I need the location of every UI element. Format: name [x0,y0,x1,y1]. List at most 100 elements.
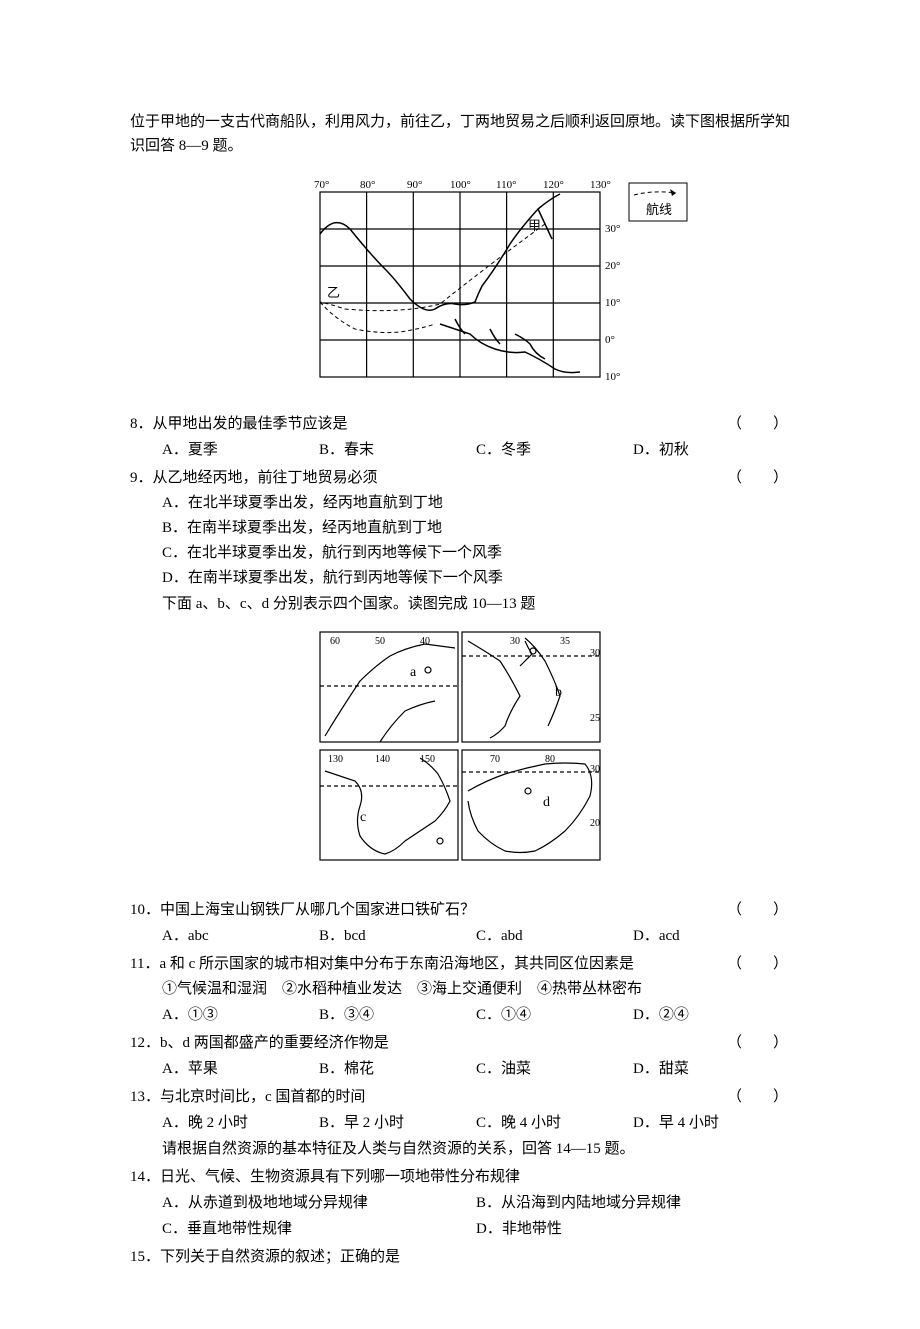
q14-opt-d[interactable]: D．非地带性 [476,1217,790,1241]
q10-opt-d[interactable]: D．acd [633,924,790,948]
q12-text: b、d 两国都盛产的重要经济作物是 [160,1035,389,1051]
q11-options: A．①③ B．③④ C．①④ D．②④ [130,1003,790,1027]
svg-text:35: 35 [560,636,570,647]
svg-text:110°: 110° [496,179,517,191]
svg-text:20: 20 [590,818,600,829]
question-13: 13． 与北京时间比，c 国首都的时间 （ ） [130,1085,790,1109]
q11-text: a 和 c 所示国家的城市相对集中分布于东南沿海地区，其共同区位因素是 [159,956,634,972]
q14-options-row2: C．垂直地带性规律 D．非地带性 [130,1217,790,1241]
q11-bracket: （ ） [727,952,796,976]
svg-text:130: 130 [328,754,343,765]
q11-number: 11． [130,952,159,976]
q11-factors: ①气候温和湿润 ②水稻种植业发达 ③海上交通便利 ④热带丛林密布 [130,977,790,1001]
intro-8-9: 位于甲地的一支古代商船队，利用风力，前往乙，丁两地贸易之后顺利返回原地。读下图根… [130,110,790,158]
q14-opt-b[interactable]: B．从沿海到内陆地域分异规律 [476,1191,790,1215]
q8-number: 8． [130,412,153,436]
map-1-legend: 航线 [628,182,688,222]
q11-opt-d[interactable]: D．②④ [633,1003,790,1027]
svg-text:乙: 乙 [327,285,340,300]
q15-text: 下列关于自然资源的叙述；正确的是 [160,1249,400,1265]
question-12: 12． b、d 两国都盛产的重要经济作物是 （ ） [130,1031,790,1055]
svg-text:25: 25 [590,713,600,724]
q8-options: A．夏季 B．春末 C．冬季 D．初秋 [130,438,790,462]
q12-opt-c[interactable]: C．油菜 [476,1057,633,1081]
q9-opt-d[interactable]: D．在南半球夏季出发，航行到丙地等候下一个风季 [130,566,790,590]
question-10: 10． 中国上海宝山钢铁厂从哪几个国家进口铁矿石？ （ ） [130,898,790,922]
svg-text:0°: 0° [605,334,615,346]
q9-opt-b[interactable]: B．在南半球夏季出发，经丙地直航到丁地 [130,516,790,540]
q11-opt-b[interactable]: B．③④ [319,1003,476,1027]
q13-text: 与北京时间比，c 国首都的时间 [160,1089,365,1105]
q12-bracket: （ ） [727,1031,796,1055]
q10-opt-b[interactable]: B．bcd [319,924,476,948]
svg-text:30: 30 [590,648,600,659]
q8-opt-b[interactable]: B．春末 [319,438,476,462]
svg-text:90°: 90° [407,179,422,191]
q13-options: A．晚 2 小时 B．早 2 小时 C．晚 4 小时 D．早 4 小时 [130,1111,790,1135]
q14-text: 日光、气候、生物资源具有下列哪一项地带性分布规律 [160,1169,520,1185]
svg-text:d: d [543,795,550,810]
q11-opt-a[interactable]: A．①③ [162,1003,319,1027]
q14-options-row1: A．从赤道到极地地域分异规律 B．从沿海到内陆地域分异规律 [130,1191,790,1215]
q13-bracket: （ ） [727,1085,796,1109]
q9-bracket: （ ） [727,466,796,490]
intro-10-13: 下面 a、b、c、d 分别表示四个国家。读图完成 10—13 题 [130,592,790,616]
svg-text:a: a [410,665,417,680]
q9-number: 9． [130,466,153,490]
q8-opt-c[interactable]: C．冬季 [476,438,633,462]
svg-text:130°: 130° [590,179,611,191]
q10-opt-c[interactable]: C．abd [476,924,633,948]
q10-text: 中国上海宝山钢铁厂从哪几个国家进口铁矿石？ [160,902,475,918]
q12-opt-d[interactable]: D．甜菜 [633,1057,790,1081]
question-15: 15． 下列关于自然资源的叙述；正确的是 [130,1245,790,1269]
q12-opt-a[interactable]: A．苹果 [162,1057,319,1081]
svg-text:120°: 120° [543,179,564,191]
svg-text:b: b [555,685,562,700]
q13-opt-b[interactable]: B．早 2 小时 [319,1111,476,1135]
q13-opt-a[interactable]: A．晚 2 小时 [162,1111,319,1135]
map-1-container: 70° 80° 90° 100° 110° 120° 130° 30° 20° … [130,174,790,392]
q8-bracket: （ ） [727,412,796,436]
q12-number: 12． [130,1031,160,1055]
q14-opt-a[interactable]: A．从赤道到极地地域分异规律 [162,1191,476,1215]
q11-opt-c[interactable]: C．①④ [476,1003,633,1027]
q15-number: 15． [130,1245,160,1269]
q12-opt-b[interactable]: B．棉花 [319,1057,476,1081]
q13-opt-c[interactable]: C．晚 4 小时 [476,1111,633,1135]
svg-text:70: 70 [490,754,500,765]
q13-number: 13． [130,1085,160,1109]
svg-text:c: c [360,810,366,825]
question-8: 8． 从甲地出发的最佳季节应该是 （ ） [130,412,790,436]
svg-text:60: 60 [330,636,340,647]
svg-text:140: 140 [375,754,390,765]
q9-text: 从乙地经丙地，前往丁地贸易必须 [153,470,378,486]
svg-text:30°: 30° [605,223,620,235]
q10-bracket: （ ） [727,898,796,922]
q10-opt-a[interactable]: A．abc [162,924,319,948]
question-9: 9． 从乙地经丙地，前往丁地贸易必须 （ ） [130,466,790,490]
svg-text:10°: 10° [605,297,620,309]
intro-14-15: 请根据自然资源的基本特征及人类与自然资源的关系，回答 14—15 题。 [130,1137,790,1161]
map-2-container: 60 50 40 a 30 35 30 25 b 130 140 150 [130,626,790,874]
q10-options: A．abc B．bcd C．abd D．acd [130,924,790,948]
q12-options: A．苹果 B．棉花 C．油菜 D．甜菜 [130,1057,790,1081]
svg-text:50: 50 [375,636,385,647]
svg-text:70°: 70° [314,179,329,191]
question-14: 14． 日光、气候、生物资源具有下列哪一项地带性分布规律 [130,1165,790,1189]
legend-label: 航线 [646,202,672,217]
svg-text:甲: 甲 [528,218,541,233]
svg-text:80°: 80° [360,179,375,191]
q14-opt-c[interactable]: C．垂直地带性规律 [162,1217,476,1241]
q9-opt-a[interactable]: A．在北半球夏季出发，经丙地直航到丁地 [130,491,790,515]
svg-text:30: 30 [510,636,520,647]
map-asia-trade-routes: 70° 80° 90° 100° 110° 120° 130° 30° 20° … [300,174,620,384]
q8-opt-d[interactable]: D．初秋 [633,438,790,462]
svg-text:20°: 20° [605,260,620,272]
svg-text:30: 30 [590,764,600,775]
q9-opt-c[interactable]: C．在北半球夏季出发，航行到丙地等候下一个风季 [130,541,790,565]
q8-text: 从甲地出发的最佳季节应该是 [153,416,348,432]
q8-opt-a[interactable]: A．夏季 [162,438,319,462]
question-11: 11． a 和 c 所示国家的城市相对集中分布于东南沿海地区，其共同区位因素是 … [130,952,790,976]
svg-text:10°: 10° [605,371,620,383]
q13-opt-d[interactable]: D．早 4 小时 [633,1111,790,1135]
